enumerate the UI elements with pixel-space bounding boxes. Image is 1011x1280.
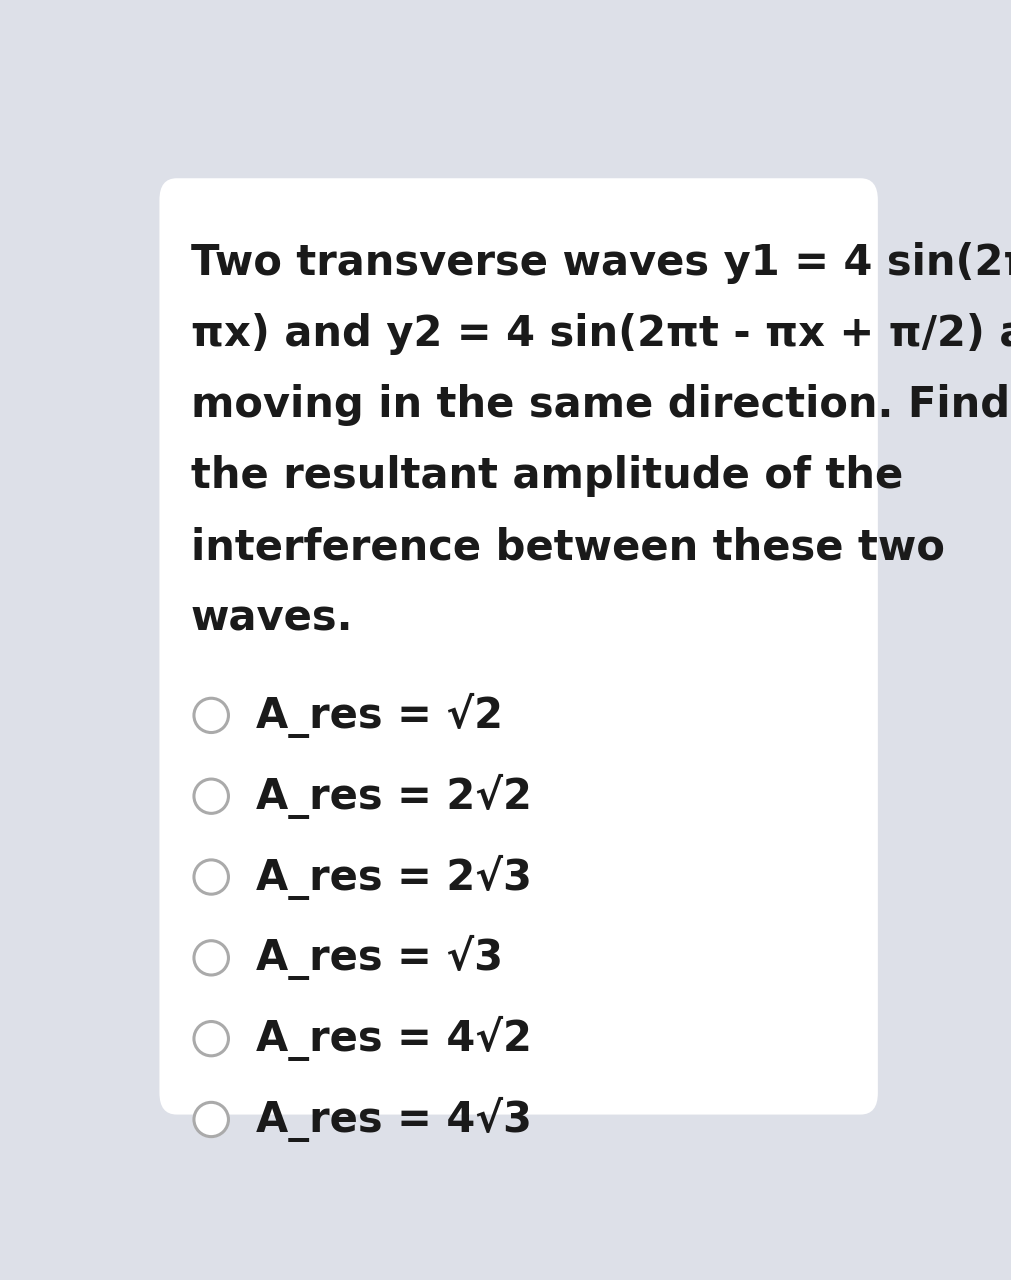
Text: interference between these two: interference between these two [191,526,943,568]
Ellipse shape [194,699,228,732]
Ellipse shape [194,1021,228,1056]
Ellipse shape [194,780,228,813]
Text: A_res = 2√3: A_res = 2√3 [256,855,532,900]
Text: waves.: waves. [191,596,353,639]
Text: the resultant amplitude of the: the resultant amplitude of the [191,456,902,497]
Text: Two transverse waves y1 = 4 sin(2πt -: Two transverse waves y1 = 4 sin(2πt - [191,242,1011,284]
Text: A_res = √3: A_res = √3 [256,936,502,980]
Text: A_res = √2: A_res = √2 [256,692,502,739]
Text: A_res = 2√2: A_res = 2√2 [256,773,531,819]
Ellipse shape [194,860,228,895]
Text: πx) and y2 = 4 sin(2πt - πx + π/2) are: πx) and y2 = 4 sin(2πt - πx + π/2) are [191,314,1011,356]
Ellipse shape [194,941,228,975]
Text: A_res = 4√2: A_res = 4√2 [256,1016,531,1061]
Ellipse shape [194,1102,228,1137]
Text: moving in the same direction. Find: moving in the same direction. Find [191,384,1009,426]
Text: A_res = 4√3: A_res = 4√3 [256,1097,532,1142]
FancyBboxPatch shape [160,178,877,1115]
